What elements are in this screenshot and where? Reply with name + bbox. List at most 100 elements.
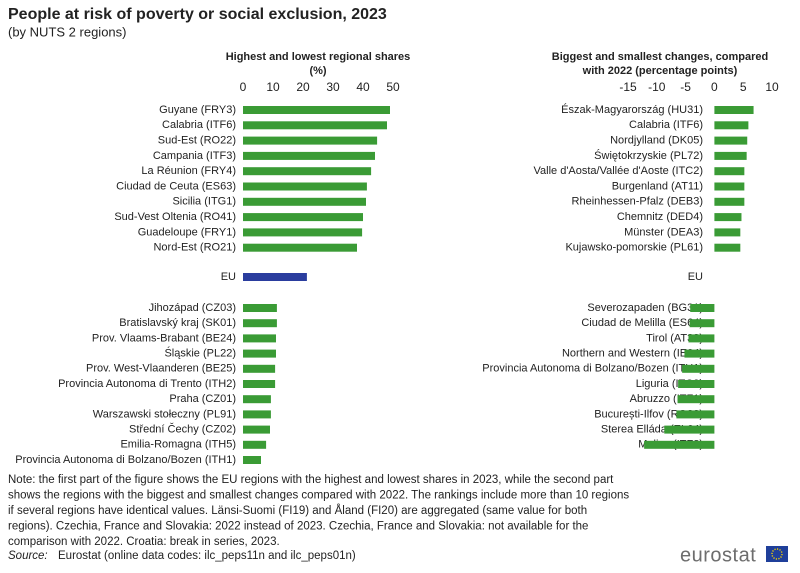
x-tick-label: 30 — [326, 80, 340, 94]
category-label: Provincia Autonoma di Trento (ITH2) — [58, 378, 236, 390]
bar — [243, 319, 277, 328]
category-label: Provincia Autonoma di Bolzano/Bozen (ITH… — [482, 363, 703, 375]
bar — [243, 364, 276, 373]
x-tick-label: 5 — [740, 80, 747, 94]
note-line: shows the regions with the biggest and s… — [8, 490, 629, 502]
bar — [243, 395, 271, 404]
category-label: Guadeloupe (FRY1) — [138, 226, 236, 238]
category-label: Campania (ITF3) — [153, 150, 236, 162]
category-label: EU — [221, 271, 236, 283]
bar — [243, 197, 366, 206]
bar — [644, 440, 715, 449]
category-label: Burgenland (AT11) — [612, 180, 703, 192]
note-line: regions). Czechia, France and Slovakia: … — [8, 521, 588, 533]
category-label: Sud-Est (RO22) — [158, 135, 236, 147]
category-label: Calabria (ITF6) — [629, 119, 703, 131]
category-label: Münster (DEA3) — [624, 226, 703, 238]
chart-title: People at risk of poverty or social excl… — [8, 6, 387, 23]
bar — [714, 228, 741, 237]
bar — [714, 106, 754, 114]
bar — [243, 228, 363, 237]
x-tick-label: 0 — [240, 80, 247, 94]
bar — [243, 213, 363, 222]
bar — [714, 213, 742, 222]
bar — [689, 319, 715, 328]
bar — [714, 243, 741, 252]
bar — [243, 106, 390, 114]
category-label: Ciudad de Ceuta (ES63) — [116, 180, 236, 192]
category-label: Northern and Western (IE04) — [562, 348, 703, 360]
bar — [714, 151, 747, 160]
source-label: Source: — [8, 550, 48, 562]
category-label: Chemnitz (DED4) — [617, 211, 703, 223]
bar — [676, 410, 715, 419]
category-label: Emilia-Romagna (ITH5) — [120, 439, 236, 451]
source: Eurostat (online data codes: ilc_peps11n… — [58, 550, 356, 562]
bar — [664, 425, 715, 434]
bar — [243, 273, 307, 281]
category-label: Kujawsko-pomorskie (PL61) — [565, 242, 703, 254]
x-tick-label: 10 — [266, 80, 280, 94]
category-label: București-Ilfov (RO32) — [594, 408, 703, 420]
category-label: Észak-Magyarország (HU31) — [561, 103, 703, 116]
category-label: Provincia Autonoma di Bolzano/Bozen (ITH… — [15, 454, 236, 466]
bar — [688, 334, 715, 343]
x-tick-label: -15 — [619, 80, 637, 94]
x-tick-label: 20 — [296, 80, 310, 94]
bar — [243, 243, 357, 252]
chart-subtitle: (by NUTS 2 regions) — [8, 24, 126, 39]
bar — [690, 304, 715, 312]
bar — [243, 349, 276, 358]
bar — [243, 167, 372, 176]
bar — [677, 395, 715, 404]
panel-title: Highest and lowest regional shares — [226, 51, 411, 63]
category-label: Ciudad de Melilla (ES64) — [581, 317, 703, 329]
category-label: Střední Čechy (CZ02) — [129, 423, 236, 436]
bar — [714, 182, 745, 191]
bar — [243, 136, 378, 145]
bar — [243, 440, 267, 449]
x-tick-label: 40 — [356, 80, 370, 94]
bar — [714, 167, 745, 176]
x-tick-label: 10 — [765, 80, 779, 94]
category-label: Śląskie (PL22) — [164, 347, 236, 360]
category-label: Severozapaden (BG31) — [587, 302, 703, 314]
category-label: Jihozápad (CZ03) — [149, 302, 236, 314]
bar — [714, 197, 745, 206]
bar — [684, 349, 715, 358]
category-label: Nordjylland (DK05) — [610, 135, 703, 147]
x-tick-label: -10 — [648, 80, 666, 94]
category-label: Rheinhessen-Pfalz (DEB3) — [572, 196, 703, 208]
category-label: Sud-Vest Oltenia (RO41) — [114, 211, 236, 223]
note-line: Note: the first part of the figure shows… — [8, 474, 614, 486]
panel-title: (%) — [309, 65, 326, 77]
x-tick-label: -5 — [680, 80, 691, 94]
bar — [243, 121, 387, 130]
category-label: EU — [688, 271, 703, 283]
bar — [243, 304, 277, 312]
bar — [243, 334, 276, 343]
bar — [243, 182, 367, 191]
bar — [243, 425, 270, 434]
category-label: Prov. West-Vlaanderen (BE25) — [86, 363, 236, 375]
bar — [682, 364, 715, 373]
eu-flag — [766, 546, 788, 562]
category-label: Guyane (FRY3) — [159, 104, 236, 116]
category-label: Sicilia (ITG1) — [172, 196, 236, 208]
logo-text: eurostat — [680, 544, 756, 566]
x-tick-label: 0 — [711, 80, 718, 94]
note-line: if several regions have identical values… — [8, 504, 587, 517]
category-label: Praha (CZ01) — [169, 393, 236, 405]
category-label: Nord-Est (RO21) — [153, 242, 236, 254]
bar — [678, 380, 715, 388]
category-label: Świętokrzyskie (PL72) — [594, 149, 703, 162]
panel-title: with 2022 (percentage points) — [582, 65, 738, 77]
bar — [243, 380, 276, 388]
bar — [243, 456, 261, 464]
note-line: comparison with 2022. Croatia: break in … — [8, 536, 280, 548]
category-label: Valle d'Aosta/Vallée d'Aoste (ITC2) — [534, 165, 704, 177]
category-label: Warszawski stołeczny (PL91) — [93, 408, 236, 420]
bar — [714, 121, 749, 130]
x-tick-label: 50 — [386, 80, 400, 94]
